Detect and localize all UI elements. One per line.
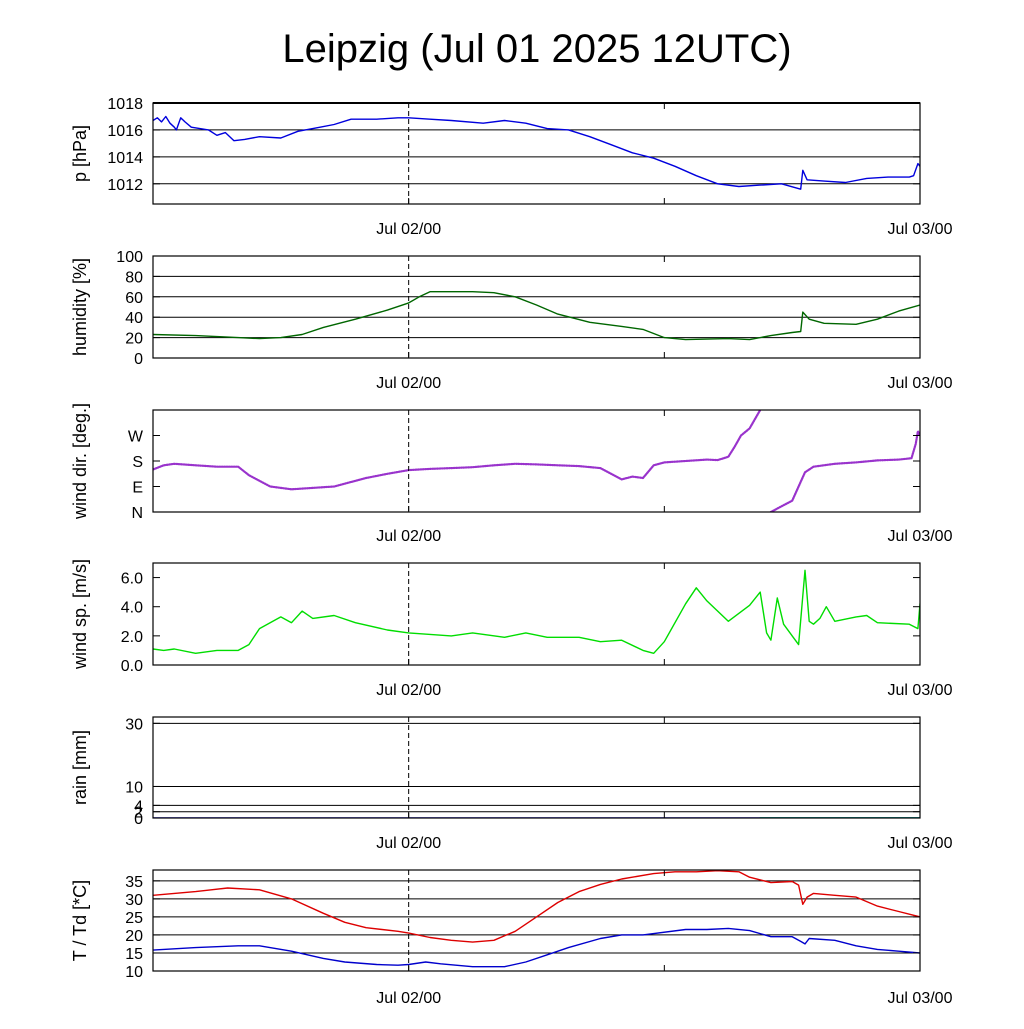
pressure-panel: 1012 1014 1016 1018 Jul 02/00 Jul 03/00 p [hPa…	[70, 96, 953, 238]
humidity-x-tick-label: Jul 02/00	[376, 375, 441, 392]
temperature-y-tick-label: 15	[125, 946, 143, 963]
humidity-x-tick-label: Jul 03/00	[888, 375, 953, 392]
wind_speed-y-tick-label: 4.0	[121, 600, 143, 617]
pressure-x-tick-label: Jul 03/00	[888, 221, 953, 238]
wind_direction-y-tick-label: N	[131, 505, 143, 522]
humidity-y-tick-label: 40	[125, 310, 143, 327]
humidity-frame	[153, 256, 920, 358]
wind_direction-series-group	[153, 410, 920, 512]
wind_direction-y-tick-label: S	[132, 454, 143, 471]
pressure-y-tick-label: 1014	[107, 150, 143, 167]
rain-x-tick-label: Jul 03/00	[888, 835, 953, 852]
pressure-x-tick-label: Jul 02/00	[376, 221, 441, 238]
wind_speed-series-group	[153, 570, 920, 653]
pressure-y-tick-label: 1018	[107, 96, 143, 113]
chart-title: Leipzig (Jul 01 2025 12UTC)	[282, 27, 791, 71]
wind_speed-y-tick-label: 6.0	[121, 571, 143, 588]
humidity-y-tick-label: 80	[125, 269, 143, 286]
temperature-series-group	[153, 871, 920, 967]
wind_speed-x-tick-label: Jul 03/00	[888, 682, 953, 699]
humidity-panel: 0 20 40 60 80 100 Jul 02/00 Jul 03/00 humidity […	[70, 249, 953, 392]
temperature-x-tick-label: Jul 03/00	[888, 990, 953, 1007]
rain-y-tick-label: 10	[125, 779, 143, 796]
wind_direction-x-tick-label: Jul 03/00	[888, 528, 953, 545]
temperature-series-t	[153, 871, 920, 942]
wind_speed-y-tick-label: 0.0	[121, 658, 143, 675]
rain-y-tick-label: 30	[125, 716, 143, 733]
temperature-y-tick-label: 20	[125, 928, 143, 945]
pressure-y-tick-label: 1016	[107, 123, 143, 140]
wind_speed-x-tick-label: Jul 02/00	[376, 682, 441, 699]
wind_direction-x-tick-label: Jul 02/00	[376, 528, 441, 545]
temperature-y-tick-label: 10	[125, 964, 143, 981]
temperature-y-tick-label: 30	[125, 892, 143, 909]
pressure-series-0	[153, 117, 920, 190]
wind_speed-panel: 0.0 2.0 4.0 6.0 Jul 02/00 Jul 03/00 wind sp. […	[70, 559, 953, 699]
wind_direction-y-tick-label: W	[128, 429, 144, 446]
pressure-series-group	[153, 117, 920, 190]
wind_direction-y-tick-label: E	[132, 480, 143, 497]
humidity-y-tick-label: 60	[125, 290, 143, 307]
temperature-y-tick-label: 35	[125, 874, 143, 891]
panels: 1012 1014 1016 1018 Jul 02/00 Jul 03/00 p [hPa…	[70, 96, 953, 1007]
rain-y-tick-label: 4	[134, 798, 143, 815]
humidity-y-tick-label: 0	[134, 351, 143, 368]
wind_speed-y-tick-label: 2.0	[121, 629, 143, 646]
humidity-y-tick-label: 20	[125, 331, 143, 348]
rain-x-tick-label: Jul 02/00	[376, 835, 441, 852]
wind_direction-y-axis-label: wind dir. [deg.]	[70, 403, 90, 520]
humidity-y-axis-label: humidity [%]	[70, 258, 90, 356]
pressure-y-axis-label: p [hPa]	[70, 125, 90, 182]
temperature-frame	[153, 870, 920, 971]
humidity-series-0	[153, 292, 920, 340]
rain-frame	[153, 717, 920, 818]
rain-y-axis-label: rain [mm]	[70, 730, 90, 805]
wind_speed-series-0	[153, 570, 920, 653]
temperature-y-axis-label: T / Td [*C]	[70, 880, 90, 961]
pressure-frame	[153, 103, 920, 204]
pressure-y-tick-label: 1012	[107, 177, 143, 194]
wind_direction-series-0	[153, 410, 760, 489]
wind_speed-y-axis-label: wind sp. [m/s]	[70, 559, 90, 670]
temperature-y-tick-label: 25	[125, 910, 143, 927]
humidity-series-group	[153, 292, 920, 340]
temperature-series-td	[153, 928, 920, 966]
wind_direction-frame	[153, 410, 920, 512]
wind_direction-series-0	[771, 431, 920, 512]
temperature-x-tick-label: Jul 02/00	[376, 990, 441, 1007]
humidity-y-tick-label: 100	[116, 249, 143, 266]
